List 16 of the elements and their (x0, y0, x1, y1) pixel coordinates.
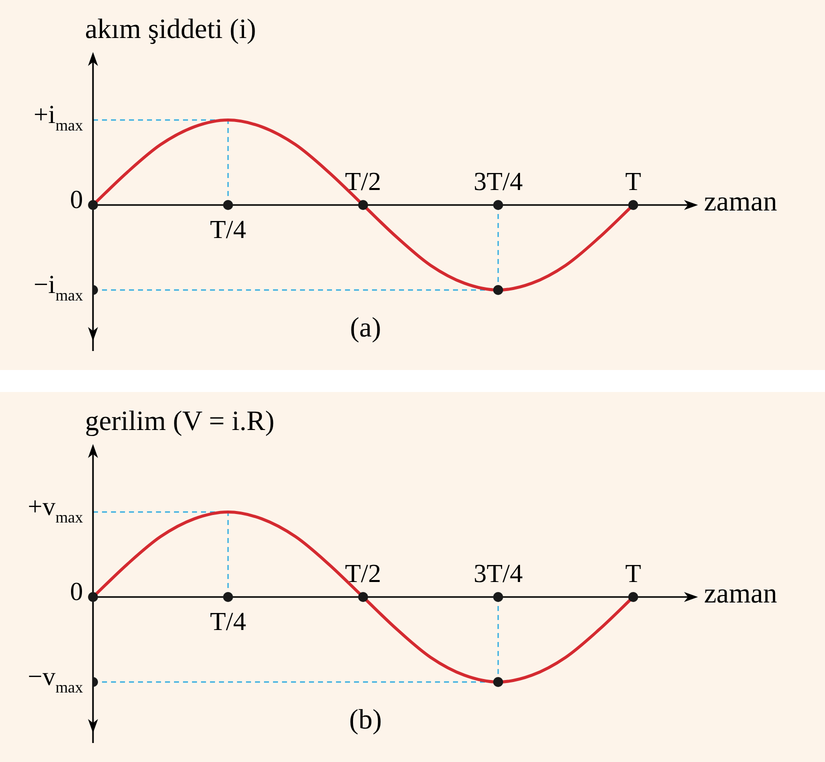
x-tick-label: T/4 (210, 606, 246, 636)
x-tick-label: T (625, 166, 642, 196)
x-tick-label: 0 (70, 184, 83, 214)
x-axis-title: zaman (704, 186, 778, 218)
x-tick-label: T/4 (210, 214, 246, 244)
text: (b) (349, 704, 382, 736)
x-tick-label: T (625, 558, 642, 588)
x-tick-label: 3T/4 (474, 166, 523, 196)
y-axis-title: akım şiddeti (i) (85, 14, 256, 45)
y-axis-title: gerilim (V = i.R) (85, 406, 274, 437)
x-tick-label: 3T/4 (474, 558, 523, 588)
x-axis-title: zaman (704, 578, 778, 610)
text: (a) (350, 312, 382, 344)
x-tick-label: T/2 (345, 166, 382, 196)
x-tick-label: T/2 (345, 558, 382, 588)
x-tick-label: 0 (70, 576, 83, 606)
